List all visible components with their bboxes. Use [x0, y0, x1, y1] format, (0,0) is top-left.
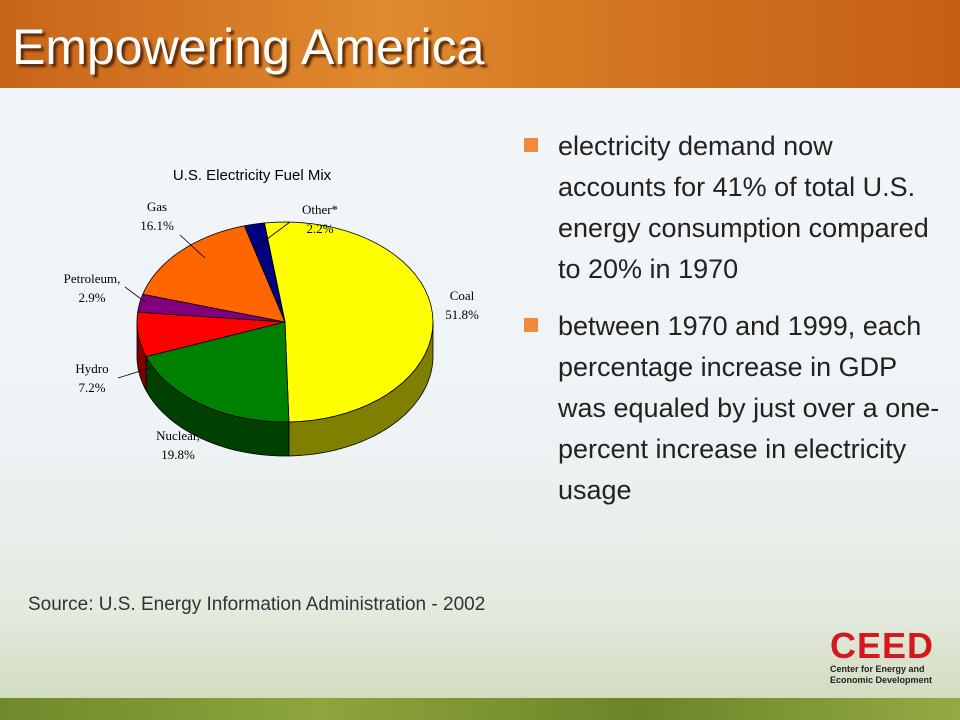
- slice-value-label: 2.2%: [306, 221, 333, 236]
- ground: [0, 698, 960, 720]
- chart: U.S. Electricity Fuel Mix Coal 51.8% Nucle…: [64, 167, 479, 462]
- chart-title: U.S. Electricity Fuel Mix: [173, 167, 332, 184]
- slice-label: Hydro: [75, 361, 108, 376]
- slice-label: Nuclear,: [156, 428, 200, 443]
- slice-value-label: 19.8%: [161, 447, 195, 462]
- slice-value-label: 51.8%: [445, 307, 479, 322]
- pie-slice: [263, 221, 434, 423]
- bullet: between 1970 and 1999, each percentage i…: [524, 306, 943, 511]
- slice-value-label: 7.2%: [78, 380, 105, 395]
- slide-title: Empowering America: [12, 19, 485, 75]
- slice-label: Petroleum,: [64, 271, 121, 286]
- logo-line: Economic Development: [830, 675, 933, 685]
- logo-name: CEED: [830, 625, 935, 666]
- pie-slice: [142, 225, 286, 323]
- pie-slice: [145, 321, 290, 423]
- pie-slice: [136, 311, 286, 358]
- leader-line: [254, 221, 291, 249]
- slice-label: Coal: [450, 288, 475, 303]
- bullet: electricity demand now accounts for 41% …: [524, 126, 943, 290]
- pie-slice: [243, 222, 286, 323]
- slice-value-label: 2.9%: [78, 290, 105, 305]
- leader-line: [179, 234, 206, 259]
- slice-label: Other*: [302, 202, 338, 217]
- slice-label: Gas: [147, 199, 167, 214]
- logo-line: Center for Energy and: [830, 664, 925, 674]
- logo: CEED Center for Energy and Economic Deve…: [830, 628, 950, 686]
- slice-value-label: 16.1%: [140, 218, 174, 233]
- source-note: Source: U.S. Energy Information Administ…: [28, 594, 486, 615]
- leader-line: [124, 286, 146, 303]
- leader-line: [117, 367, 151, 379]
- header: Empowering America: [0, 0, 960, 88]
